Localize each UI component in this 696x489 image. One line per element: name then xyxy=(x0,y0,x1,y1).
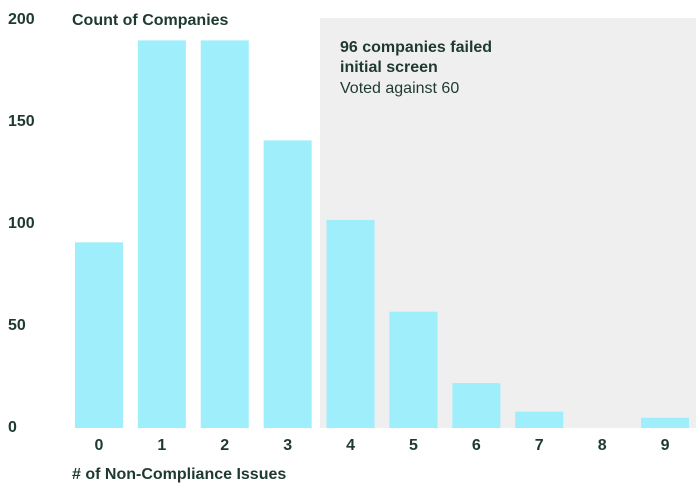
bar xyxy=(200,40,249,429)
bar xyxy=(389,311,438,428)
annotation: 96 companies failed xyxy=(340,39,492,56)
highlight-region xyxy=(320,18,696,428)
x-tick-label: 6 xyxy=(472,437,481,454)
annotation: Voted against 60 xyxy=(340,80,459,97)
x-tick-label: 4 xyxy=(346,437,355,454)
y-tick-label: 150 xyxy=(8,113,35,130)
y-tick-label: 200 xyxy=(8,11,35,28)
x-tick-label: 5 xyxy=(409,437,418,454)
bar xyxy=(263,140,312,429)
bar xyxy=(326,219,375,428)
x-tick-label: 8 xyxy=(598,437,607,454)
bar xyxy=(515,411,564,428)
bar xyxy=(641,417,690,428)
y-tick-label: 100 xyxy=(8,215,35,232)
x-tick-label: 3 xyxy=(283,437,292,454)
y-tick-label: 0 xyxy=(8,419,17,436)
x-tick-label: 9 xyxy=(661,437,670,454)
bar xyxy=(452,383,501,428)
x-tick-label: 2 xyxy=(220,437,229,454)
x-tick-label: 1 xyxy=(157,437,166,454)
annotation: initial screen xyxy=(340,59,438,76)
x-tick-label: 7 xyxy=(535,437,544,454)
x-axis-label: # of Non-Compliance Issues xyxy=(72,466,286,483)
y-tick-label: 50 xyxy=(8,317,26,334)
chart-title: Count of Companies xyxy=(72,12,229,29)
bar xyxy=(74,242,123,428)
x-tick-label: 0 xyxy=(94,437,103,454)
bar xyxy=(137,40,186,429)
